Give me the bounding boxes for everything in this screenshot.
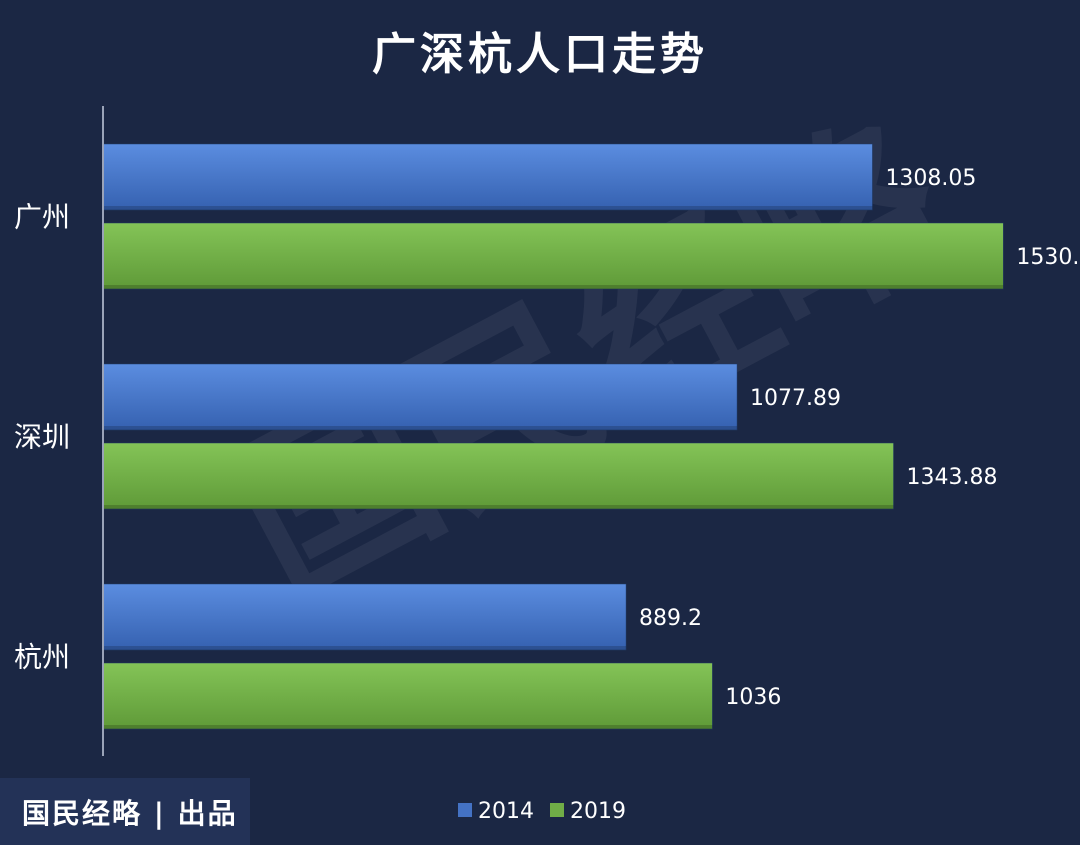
data-label: 1036 bbox=[725, 685, 781, 710]
legend-label-2019: 2019 bbox=[570, 799, 626, 824]
bar-2019-3 bbox=[102, 662, 713, 730]
data-label: 1530.59 bbox=[1016, 245, 1080, 270]
bar-shade-2014-3 bbox=[103, 646, 627, 650]
footer-brand-panel bbox=[0, 778, 250, 845]
data-label: 889.2 bbox=[639, 606, 702, 631]
bar-shade-2014-1 bbox=[103, 206, 873, 210]
legend-swatch-2014 bbox=[458, 803, 472, 817]
data-label: 1308.05 bbox=[885, 166, 976, 191]
footer-brand-text: 国民经略 | 出品 bbox=[22, 797, 238, 830]
legend-swatch-2019 bbox=[550, 803, 564, 817]
bar-shade-2019-1 bbox=[103, 285, 1004, 289]
chart-title: 广深杭人口走势 bbox=[372, 29, 708, 80]
bar-shade-2019-3 bbox=[103, 725, 713, 729]
bar-shade-2019-2 bbox=[103, 505, 894, 509]
bar-2019-2 bbox=[102, 442, 894, 510]
data-label: 1343.88 bbox=[907, 465, 998, 490]
data-label: 1077.89 bbox=[750, 386, 841, 411]
bar-2019-1 bbox=[102, 222, 1004, 290]
bar-shade-2014-2 bbox=[103, 426, 738, 430]
category-label: 深圳 bbox=[14, 421, 70, 454]
legend-label-2014: 2014 bbox=[478, 799, 534, 824]
bar-2014-1 bbox=[102, 143, 873, 211]
category-label: 广州 bbox=[14, 201, 70, 234]
bar-2014-2 bbox=[102, 363, 738, 431]
bar-2014-3 bbox=[102, 583, 627, 651]
category-label: 杭州 bbox=[14, 641, 70, 674]
